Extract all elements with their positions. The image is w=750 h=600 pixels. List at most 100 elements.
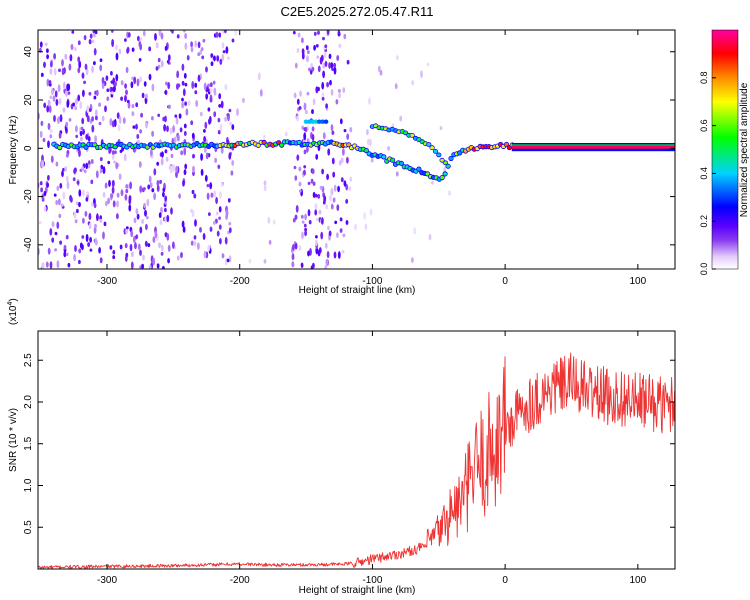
noise-cell [154, 32, 157, 41]
noise-cell [342, 87, 346, 94]
noise-cell [145, 121, 148, 129]
noise-cell [53, 53, 56, 60]
noise-cell [169, 127, 173, 135]
noise-cell [155, 66, 159, 71]
noise-cell [68, 63, 72, 71]
noise-cell [176, 34, 180, 39]
noise-cell [126, 46, 130, 53]
noise-cell [109, 118, 113, 126]
noise-cell [77, 67, 81, 74]
noise-cell [292, 30, 296, 35]
noise-cell [104, 105, 107, 113]
noise-cell [73, 253, 76, 262]
noise-cell [377, 65, 381, 73]
noise-cell [228, 152, 232, 160]
noise-cell [102, 231, 105, 240]
noise-cell [52, 95, 56, 102]
noise-cell [90, 158, 94, 165]
noise-cell [216, 55, 220, 62]
noise-cell [123, 228, 127, 235]
noise-cell [317, 30, 320, 35]
noise-cell [63, 251, 67, 258]
noise-cell [318, 209, 322, 215]
noise-cell [234, 30, 238, 36]
noise-cell [81, 117, 85, 125]
noise-cell [431, 180, 434, 185]
noise-cell [320, 54, 324, 62]
secondary-cell [440, 158, 444, 162]
isolated-cell [320, 119, 326, 124]
noise-cell [104, 182, 108, 189]
noise-cell [103, 221, 107, 227]
noise-cell [46, 78, 50, 87]
noise-cell [217, 130, 221, 135]
track-cell [364, 148, 369, 153]
noise-cell [331, 67, 334, 72]
noise-cell [311, 168, 315, 175]
noise-cell [298, 189, 302, 193]
noise-cell [94, 30, 98, 35]
noise-cell [160, 157, 164, 166]
noise-cell [348, 186, 352, 192]
noise-cell [213, 111, 217, 118]
secondary-cell [443, 161, 448, 165]
noise-cell [328, 62, 331, 69]
noise-cell [127, 101, 131, 109]
noise-cell [100, 164, 104, 170]
spec-x-tick-label: -200 [230, 276, 250, 287]
track-cell [443, 172, 447, 176]
noise-cell [321, 96, 325, 101]
noise-cell [65, 235, 69, 240]
noise-cell [332, 197, 336, 203]
noise-cell [81, 165, 85, 172]
noise-cell [221, 42, 225, 49]
noise-cell [242, 97, 245, 103]
noise-cell [212, 80, 216, 85]
noise-cell [83, 169, 87, 174]
noise-cell [342, 233, 346, 238]
noise-cell [370, 157, 374, 163]
noise-cell [47, 122, 51, 131]
noise-cell [69, 54, 73, 62]
noise-cell [184, 163, 188, 170]
noise-cell [101, 115, 105, 122]
noise-cell [227, 198, 231, 203]
noise-cell [263, 259, 267, 264]
noise-cell [304, 227, 307, 232]
noise-cell [308, 220, 312, 225]
noise-cell [217, 164, 221, 170]
noise-cell [92, 30, 96, 34]
noise-cell [138, 161, 142, 168]
noise-cell [325, 258, 329, 266]
noise-cell [56, 185, 60, 191]
noise-cell [219, 237, 222, 245]
spectrogram-y-axis-label: Frequency (Hz) [8, 116, 19, 185]
noise-cell [292, 244, 295, 251]
noise-cell [183, 72, 187, 79]
noise-cell [109, 245, 113, 250]
snr-multiplier-close: ) [8, 298, 19, 301]
noise-cell [174, 114, 178, 118]
noise-cell [79, 130, 83, 137]
noise-cell [333, 251, 337, 259]
noise-cell [76, 180, 80, 185]
spectrogram-frame [37, 29, 676, 270]
noise-cell [110, 71, 113, 76]
noise-cell [166, 233, 170, 241]
noise-cell [125, 228, 129, 234]
noise-cell [89, 248, 93, 252]
noise-cell [81, 72, 85, 79]
noise-cell [315, 217, 319, 222]
noise-cell [112, 255, 116, 260]
noise-cell [87, 136, 91, 142]
noise-cell [151, 188, 155, 193]
noise-cell [394, 83, 398, 90]
noise-cell [94, 135, 97, 144]
noise-cell [128, 204, 132, 212]
noise-cell [41, 262, 45, 267]
noise-cell [93, 202, 97, 209]
noise-cell [87, 242, 90, 247]
noise-cell [411, 257, 414, 263]
noise-cell [124, 95, 127, 102]
noise-cell [340, 157, 344, 164]
